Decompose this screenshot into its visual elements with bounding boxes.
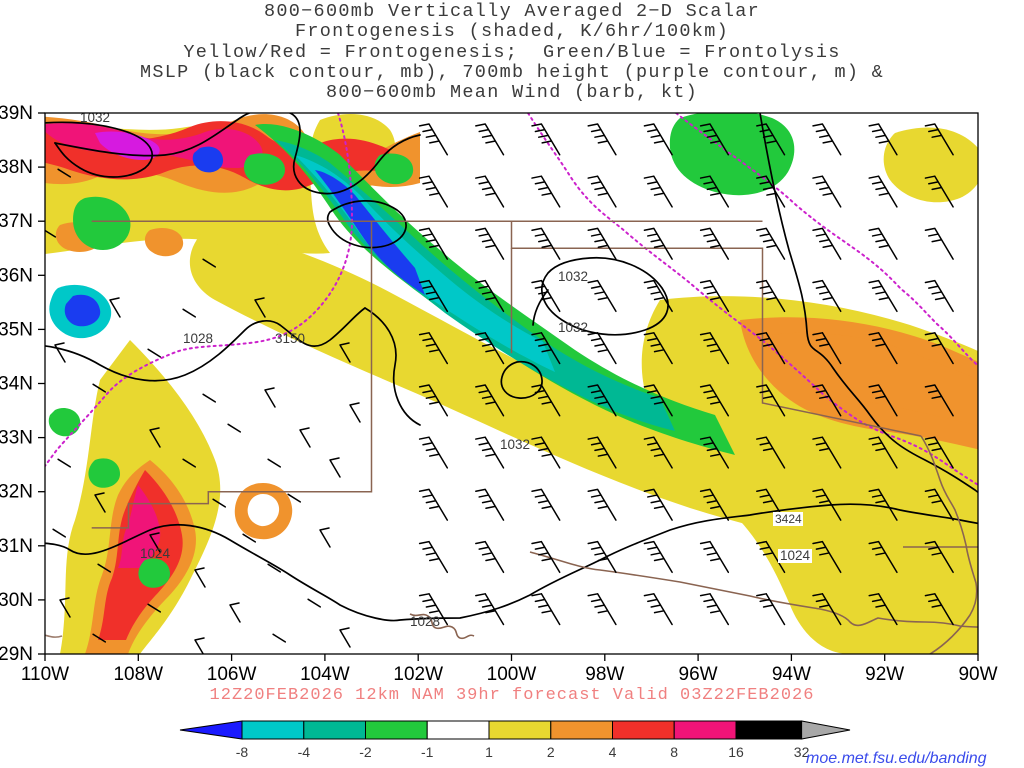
svg-text:31N: 31N — [0, 536, 33, 557]
svg-text:35N: 35N — [0, 319, 33, 340]
svg-text:1024: 1024 — [140, 546, 171, 561]
svg-text:16: 16 — [728, 744, 744, 760]
svg-text:1024: 1024 — [780, 548, 811, 563]
svg-text:8: 8 — [670, 744, 678, 760]
svg-text:1028: 1028 — [183, 331, 213, 346]
svg-text:29N: 29N — [0, 644, 33, 665]
svg-text:-1: -1 — [421, 744, 434, 760]
svg-text:moe.met.fsu.edu/banding: moe.met.fsu.edu/banding — [806, 750, 987, 767]
svg-text:92W: 92W — [865, 664, 904, 685]
svg-text:100W: 100W — [487, 664, 537, 685]
svg-text:1028: 1028 — [410, 614, 440, 629]
svg-text:94W: 94W — [772, 664, 811, 685]
svg-text:39N: 39N — [0, 103, 33, 124]
svg-text:34N: 34N — [0, 374, 33, 395]
svg-text:-2: -2 — [359, 744, 372, 760]
svg-text:4: 4 — [609, 744, 617, 760]
svg-text:96W: 96W — [679, 664, 718, 685]
svg-text:3424: 3424 — [775, 512, 802, 526]
svg-text:90W: 90W — [958, 664, 997, 685]
svg-text:2: 2 — [547, 744, 555, 760]
svg-text:38N: 38N — [0, 157, 33, 178]
svg-text:12Z20FEB2026 12km NAM 39hr for: 12Z20FEB2026 12km NAM 39hr forecast Vali… — [210, 686, 815, 705]
svg-text:1: 1 — [485, 744, 493, 760]
svg-text:104W: 104W — [300, 664, 350, 685]
svg-text:1032: 1032 — [558, 320, 588, 335]
svg-text:1032: 1032 — [558, 269, 588, 284]
svg-text:-4: -4 — [298, 744, 311, 760]
svg-text:110W: 110W — [21, 664, 69, 685]
svg-text:36N: 36N — [0, 265, 33, 286]
svg-text:102W: 102W — [393, 664, 443, 685]
svg-text:98W: 98W — [585, 664, 624, 685]
svg-text:33N: 33N — [0, 428, 33, 449]
svg-text:3150: 3150 — [275, 331, 305, 346]
svg-text:106W: 106W — [207, 664, 257, 685]
svg-text:30N: 30N — [0, 590, 33, 611]
svg-text:1032: 1032 — [500, 437, 530, 452]
svg-text:1032: 1032 — [80, 110, 110, 125]
svg-text:37N: 37N — [0, 211, 33, 232]
svg-text:-8: -8 — [236, 744, 249, 760]
svg-text:32N: 32N — [0, 482, 33, 503]
svg-text:108W: 108W — [113, 664, 163, 685]
